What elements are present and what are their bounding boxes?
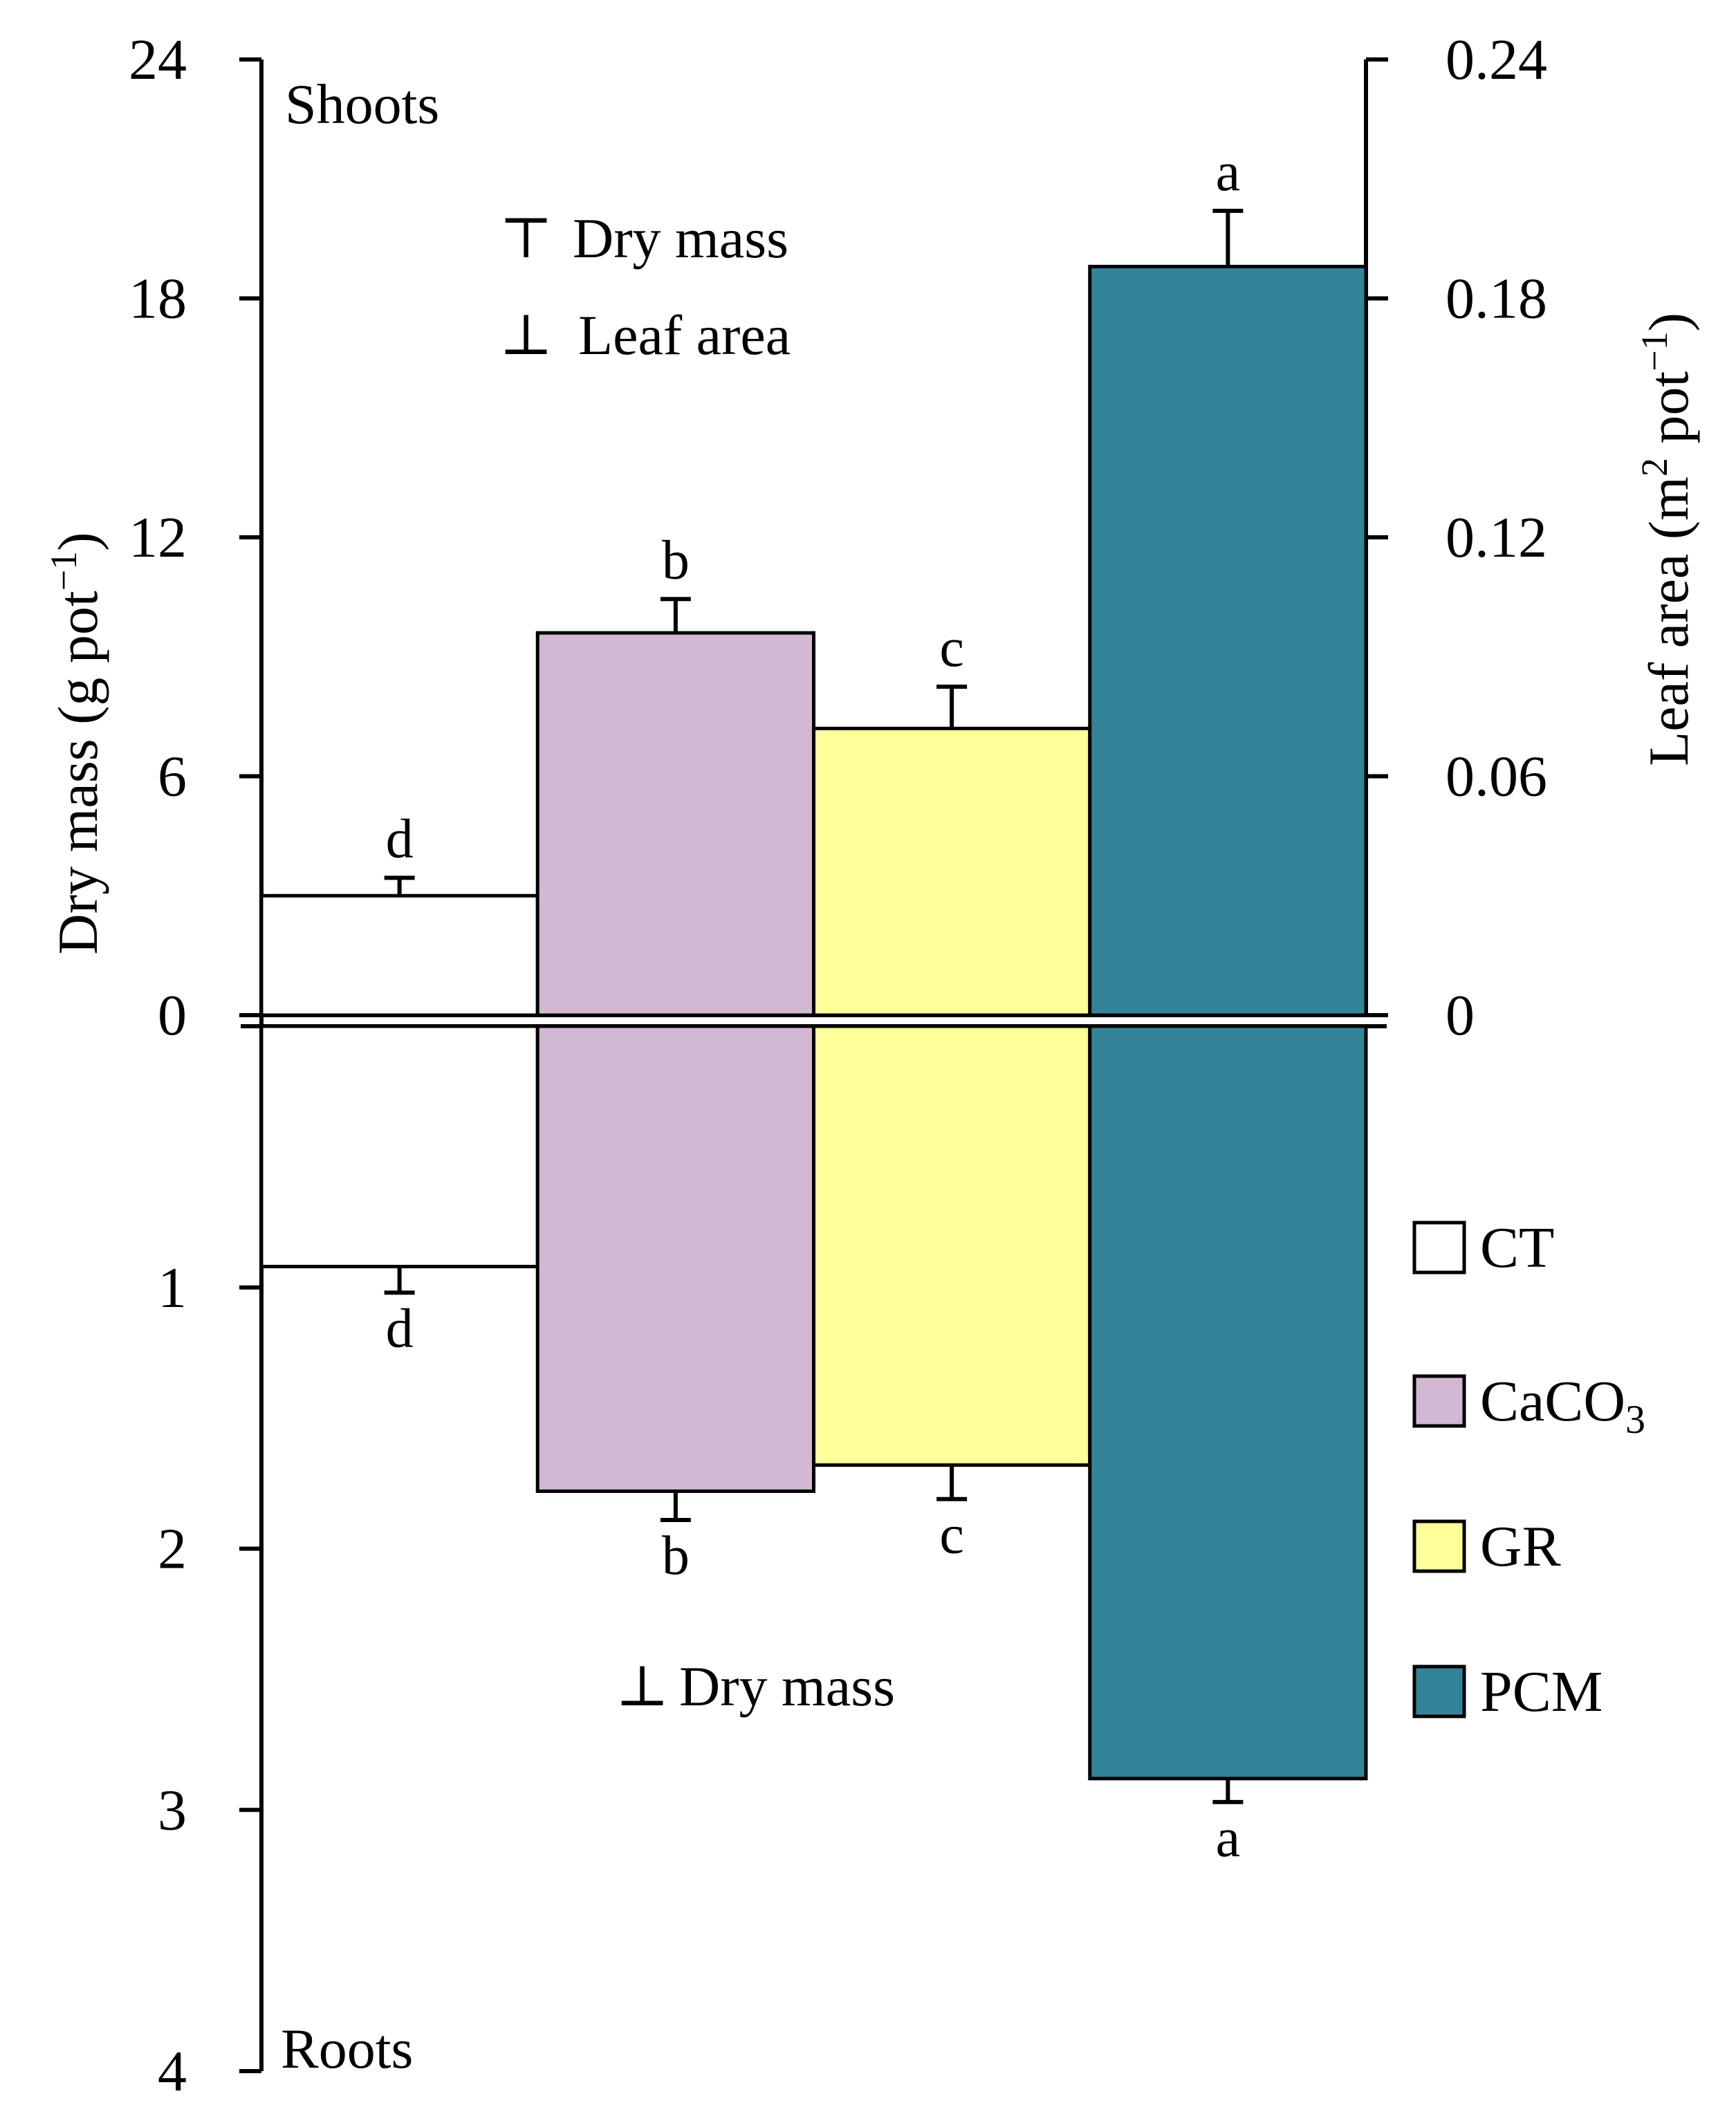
legend-label-gr: GR	[1480, 1514, 1561, 1579]
leaf-area-symbol: ⊥	[499, 304, 553, 367]
tick-label-right: 0.24	[1446, 28, 1547, 92]
tick-label-left-shoots: 12	[129, 506, 187, 570]
sig-letter-roots-caco3: b	[662, 1526, 690, 1586]
y-axis-left-title: Dry mass (g pot−1)	[43, 532, 109, 955]
bar-shoots-ct	[259, 893, 539, 1017]
roots-label: Roots	[281, 2017, 413, 2080]
tick-label-left-shoots: 0	[158, 983, 187, 1048]
legend-swatch-pcm	[1412, 1665, 1466, 1718]
shoots-label: Shoots	[285, 73, 439, 136]
legend-swatch-gr	[1412, 1519, 1466, 1573]
legend-label-caco3: CaCO3	[1480, 1369, 1645, 1442]
tick-label-right: 0.18	[1446, 267, 1547, 331]
sig-letter-shoots-ct: d	[386, 808, 414, 869]
bar-shoots-gr	[812, 726, 1092, 1017]
significance-letters: d d b b c c a a	[386, 142, 1241, 1869]
legend-label-pcm: PCM	[1480, 1660, 1603, 1724]
legend-swatch-ct	[1412, 1221, 1466, 1274]
y-axis-right-title: Leaf area (m2 pot−1)	[1634, 313, 1700, 766]
bar-roots-caco3	[535, 1024, 815, 1493]
tick-label-right: 0.12	[1446, 506, 1547, 570]
error-bars	[384, 208, 1244, 1804]
sig-letter-shoots-gr: c	[939, 618, 964, 678]
leaf-area-label: Leaf area	[578, 304, 791, 367]
legend-top: ⊤ Dry mass ⊥ Leaf area	[499, 207, 791, 367]
bar-shoots-pcm	[1088, 264, 1368, 1017]
bar-roots-gr	[812, 1024, 1092, 1467]
legend-swatch-caco3	[1412, 1374, 1466, 1428]
dry-mass-down-label: Dry mass	[679, 1655, 895, 1718]
tick-label-left-shoots: 18	[129, 267, 187, 331]
tick-label-left-roots: 3	[158, 1778, 187, 1842]
legend-label-ct: CT	[1480, 1216, 1554, 1280]
legend-bottom: ⊥ Dry mass	[616, 1655, 895, 1718]
dry-mass-down-symbol: ⊥	[616, 1655, 669, 1718]
tick-label-left-shoots: 6	[158, 745, 187, 809]
tick-label-left-roots: 4	[158, 2039, 187, 2104]
bar-roots-ct	[259, 1024, 539, 1269]
sig-letter-shoots-pcm: a	[1216, 142, 1241, 203]
tick-label-right: 0	[1446, 983, 1475, 1048]
tick-label-left-roots: 2	[158, 1517, 187, 1582]
bars	[259, 264, 1368, 1781]
tick-label-right: 0.06	[1446, 745, 1547, 809]
bar-shoots-caco3	[535, 631, 815, 1017]
bar-roots-pcm	[1088, 1024, 1368, 1781]
sig-letter-roots-pcm: a	[1216, 1808, 1241, 1869]
sig-letter-roots-gr: c	[939, 1505, 964, 1566]
sig-letter-roots-ct: d	[386, 1298, 414, 1359]
sig-letter-shoots-caco3: b	[662, 530, 690, 591]
tick-label-left-shoots: 24	[129, 28, 187, 92]
dry-mass-up-label: Dry mass	[573, 207, 788, 270]
legend: CT CaCO3 GR PCM	[1412, 1216, 1645, 1724]
tick-label-left-roots: 1	[158, 1256, 187, 1320]
dry-mass-up-symbol: ⊤	[499, 207, 553, 270]
